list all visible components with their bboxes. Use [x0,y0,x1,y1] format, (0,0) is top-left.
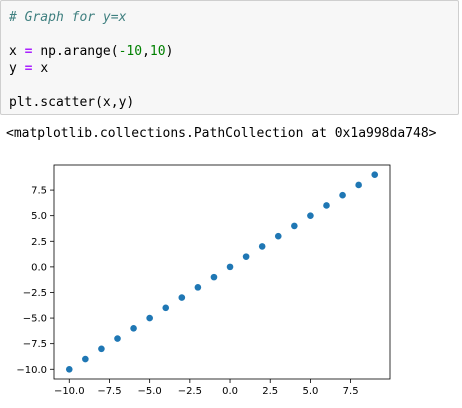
x-tick-label: 7.5 [343,386,359,397]
scatter-point [307,212,314,219]
scatter-point [275,233,282,240]
scatter-point [195,284,202,291]
y-tick-label: −5.0 [23,314,47,325]
code-line-y: y = x [9,60,450,77]
x-tick-label: −7.5 [97,386,121,397]
scatter-point [211,274,218,281]
y-tick-label: 0.0 [31,262,47,273]
scatter-point [114,335,121,342]
scatter-point [130,325,137,332]
x-tick-label: 0.0 [222,386,238,397]
arange-sep: , [142,44,150,59]
scatter-point [98,345,105,352]
x-tick-label: 2.5 [262,386,278,397]
assign-operator: = [25,44,33,59]
scatter-point [355,182,362,189]
scatter-point [82,356,89,363]
scatter-point [227,264,234,271]
var-x: x [9,44,17,59]
scatter-point [243,253,250,260]
arange-call: np.arange( [40,44,118,59]
scatter-point [371,171,378,178]
y-tick-label: −7.5 [23,339,47,350]
var-y: y [9,61,17,76]
code-blank-line [9,26,450,43]
scatter-point [162,305,169,312]
plot-frame [54,165,390,379]
arange-close: ) [166,44,174,59]
code-blank-line [9,77,450,94]
scatter-point [66,366,73,373]
y-tick-label: 7.5 [31,186,47,197]
y-tick-label: 2.5 [31,237,47,248]
code-cell[interactable]: # Graph for y=x x = np.arange(-10,10) y … [0,0,459,115]
scatter-point [323,202,330,209]
x-tick-label: −5.0 [138,386,162,397]
output-repr: <matplotlib.collections.PathCollection a… [6,125,436,142]
arange-stop: 10 [150,44,166,59]
scatter-point [291,223,298,230]
code-comment: # Graph for y=x [9,9,450,26]
scatter-point [259,243,266,250]
assign-operator: = [25,61,33,76]
code-line-scatter: plt.scatter(x,y) [9,94,450,111]
scatter-point [146,315,153,322]
y-tick-label: −2.5 [23,288,47,299]
x-tick-label: 5.0 [302,386,318,397]
y-tick-label: 5.0 [31,211,47,222]
x-tick-label: −2.5 [178,386,202,397]
var-x-ref: x [40,61,48,76]
y-tick-label: −10.0 [16,365,47,376]
scatter-point [179,294,186,301]
scatter-point [339,192,346,199]
scatter-chart: −10.0 −7.5 −5.0 −2.5 0.0 2.5 5.0 7.5 −10.0 −7.5 −5… [0,150,462,408]
code-line-x: x = np.arange(-10,10) [9,43,450,60]
x-tick-label: −10.0 [54,386,85,397]
arange-start: -10 [119,44,142,59]
